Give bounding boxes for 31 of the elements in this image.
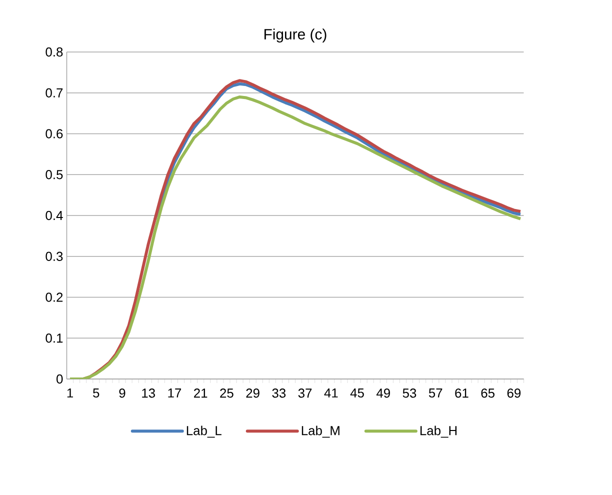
x-tick-label: 57 xyxy=(428,388,442,398)
x-tick-label: 9 xyxy=(119,388,126,398)
legend-label: Lab_M xyxy=(302,426,340,438)
x-tick-label: 69 xyxy=(507,388,521,398)
x-tick-label: 37 xyxy=(298,388,312,398)
y-tick-label: 0.2 xyxy=(46,292,63,302)
chart-title: Figure (c) xyxy=(264,28,326,42)
y-tick-label: 0.7 xyxy=(46,88,63,98)
y-tick-label: 0.5 xyxy=(46,170,63,180)
x-tick-label: 65 xyxy=(481,388,494,398)
x-tick-label: 61 xyxy=(455,388,468,398)
x-tick-label: 29 xyxy=(246,388,260,398)
x-tick-label: 13 xyxy=(142,388,155,398)
legend-label: Lab_H xyxy=(420,426,457,438)
x-tick-label: 41 xyxy=(324,388,338,398)
x-tick-label: 1 xyxy=(67,388,73,398)
x-tick-label: 33 xyxy=(272,388,286,398)
y-tick-label: 0.6 xyxy=(46,129,63,138)
y-tick-label: 0.1 xyxy=(46,334,63,343)
x-tick-label: 5 xyxy=(93,388,100,398)
y-tick-label: 0 xyxy=(56,374,63,384)
y-tick-label: 0.8 xyxy=(46,47,63,57)
x-tick-label: 25 xyxy=(220,388,234,398)
x-tick-label: 53 xyxy=(402,388,416,398)
y-tick-label: 0.3 xyxy=(46,252,63,261)
x-tick-label: 21 xyxy=(194,388,208,398)
y-tick-label: 0.4 xyxy=(46,210,63,220)
x-tick-label: 49 xyxy=(376,388,390,398)
legend-label: Lab_L xyxy=(186,426,222,438)
x-tick-label: 17 xyxy=(168,388,182,398)
x-tick-label: 45 xyxy=(350,388,364,398)
